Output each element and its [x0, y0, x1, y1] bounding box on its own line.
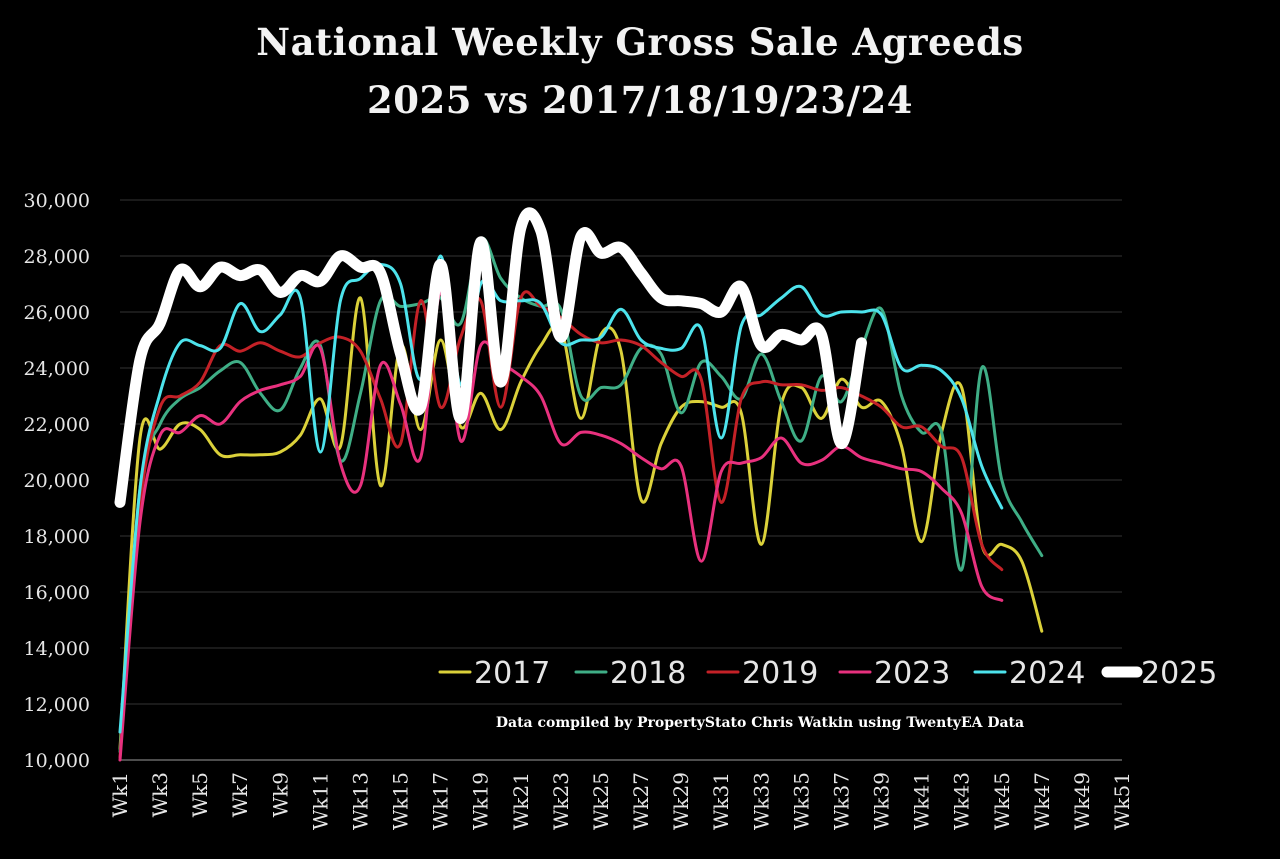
legend-label-2018: 2018	[610, 656, 686, 691]
x-tick-label: Wk17	[429, 772, 453, 830]
y-tick-label: 22,000	[24, 414, 90, 436]
x-tick-label: Wk9	[268, 772, 292, 817]
y-tick-label: 16,000	[24, 582, 90, 604]
x-tick-label: Wk39	[870, 772, 894, 830]
x-tick-label: Wk19	[469, 772, 493, 830]
x-tick-label: Wk25	[589, 772, 613, 830]
x-axis-ticks: Wk1 Wk3 Wk5 Wk7 Wk9 Wk11 Wk13 Wk15 Wk17 Wk19 Wk21 W…	[108, 772, 1134, 830]
x-tick-label: Wk47	[1030, 772, 1054, 830]
x-tick-label: Wk23	[549, 772, 573, 830]
x-tick-label: Wk43	[950, 772, 974, 830]
chart-title: National Weekly Gross Sale Agreeds	[256, 20, 1024, 64]
x-tick-label: Wk5	[188, 772, 212, 817]
x-tick-label: Wk13	[348, 772, 372, 830]
series-line-2023	[118, 290, 1004, 762]
x-tick-label: Wk27	[629, 772, 653, 830]
series-lines	[114, 207, 1044, 762]
legend-label-2025: 2025	[1141, 656, 1217, 691]
y-tick-label: 20,000	[24, 470, 90, 492]
x-tick-label: Wk31	[709, 772, 733, 830]
x-tick-label: Wk37	[829, 772, 853, 830]
y-tick-label: 10,000	[24, 750, 90, 772]
x-tick-label: Wk49	[1070, 772, 1094, 830]
series-line-2024	[118, 254, 1004, 734]
x-tick-label: Wk51	[1110, 772, 1134, 830]
x-tick-label: Wk29	[669, 772, 693, 830]
y-tick-label: 18,000	[24, 526, 90, 548]
x-tick-label: Wk11	[308, 772, 332, 830]
y-tick-label: 24,000	[24, 358, 90, 380]
series-line-2025	[114, 207, 867, 508]
x-tick-label: Wk3	[148, 772, 172, 817]
legend-label-2024: 2024	[1009, 656, 1085, 691]
y-axis-ticks: 10,000 12,000 14,000 16,000 18,000 20,000 22,0…	[24, 190, 90, 772]
series-line-2019	[118, 290, 1004, 759]
x-tick-label: Wk35	[789, 772, 813, 830]
x-tick-label: Wk1	[108, 772, 132, 817]
y-tick-label: 12,000	[24, 694, 90, 716]
source-note: Data compiled by PropertyStato Chris Wat…	[496, 715, 1024, 731]
x-tick-label: Wk7	[228, 772, 252, 817]
legend: 2017 2018 2019 2023 2024 2025	[438, 656, 1217, 691]
x-tick-label: Wk33	[749, 772, 773, 830]
series-line-2018	[118, 236, 1044, 754]
chart-subtitle: 2025 vs 2017/18/19/23/24	[366, 78, 914, 122]
x-tick-label: Wk15	[389, 772, 413, 830]
y-tick-label: 30,000	[24, 190, 90, 212]
y-tick-label: 26,000	[24, 302, 90, 324]
legend-label-2023: 2023	[874, 656, 950, 691]
y-tick-label: 28,000	[24, 246, 90, 268]
legend-label-2019: 2019	[742, 656, 818, 691]
gridlines	[120, 199, 1122, 761]
y-tick-label: 14,000	[24, 638, 90, 660]
x-tick-label: Wk45	[990, 772, 1014, 830]
legend-label-2017: 2017	[474, 656, 550, 691]
x-tick-label: Wk41	[910, 772, 934, 830]
x-tick-label: Wk21	[509, 772, 533, 830]
